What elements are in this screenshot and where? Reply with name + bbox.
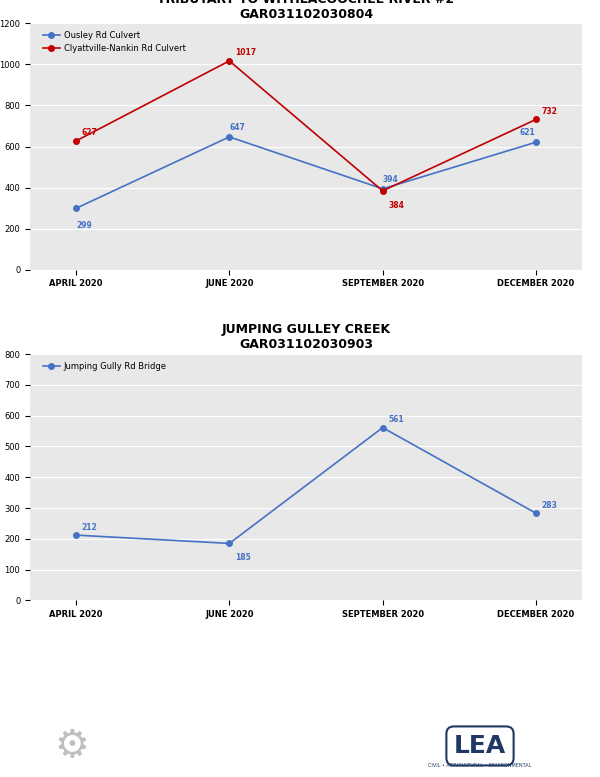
Legend: Ousley Rd Culvert, Clyattville-Nankin Rd Culvert: Ousley Rd Culvert, Clyattville-Nankin Rd…: [40, 27, 189, 56]
Clyattville-Nankin Rd Culvert: [532, 115, 539, 124]
Text: 1017: 1017: [235, 48, 256, 57]
Text: 299: 299: [76, 221, 92, 230]
Text: CIVIL • AGRICULTURAL • ENVIRONMENTAL: CIVIL • AGRICULTURAL • ENVIRONMENTAL: [428, 763, 532, 768]
Text: ⚙: ⚙: [55, 727, 89, 765]
Text: 212: 212: [82, 523, 97, 531]
Text: 283: 283: [542, 500, 557, 510]
Ousley Rd Culvert: [379, 184, 386, 193]
Legend: Jumping Gully Rd Bridge: Jumping Gully Rd Bridge: [40, 358, 170, 374]
Title: TRIBUTARY TO WITHLACOOCHEE RIVER #2
GAR031102030804: TRIBUTARY TO WITHLACOOCHEE RIVER #2 GAR0…: [157, 0, 455, 21]
Jumping Gully Rd Bridge: [532, 509, 539, 518]
Text: 384: 384: [388, 200, 404, 210]
Title: JUMPING GULLEY CREEK
GAR031102030903: JUMPING GULLEY CREEK GAR031102030903: [221, 323, 391, 351]
Line: Ousley Rd Culvert: Ousley Rd Culvert: [73, 134, 539, 211]
Clyattville-Nankin Rd Culvert: [379, 186, 386, 196]
Text: 647: 647: [229, 123, 245, 132]
Jumping Gully Rd Bridge: [226, 538, 233, 548]
Line: Clyattville-Nankin Rd Culvert: Clyattville-Nankin Rd Culvert: [73, 58, 539, 193]
Text: 561: 561: [388, 415, 404, 424]
Line: Jumping Gully Rd Bridge: Jumping Gully Rd Bridge: [73, 425, 539, 546]
Text: 394: 394: [383, 175, 398, 184]
Ousley Rd Culvert: [226, 132, 233, 141]
Text: 185: 185: [235, 553, 251, 562]
Ousley Rd Culvert: [532, 138, 539, 147]
Text: LEA: LEA: [454, 734, 506, 758]
Clyattville-Nankin Rd Culvert: [73, 136, 80, 145]
Jumping Gully Rd Bridge: [73, 531, 80, 540]
Clyattville-Nankin Rd Culvert: [226, 56, 233, 65]
Text: 732: 732: [542, 107, 557, 116]
Text: 621: 621: [520, 128, 535, 138]
Text: 627: 627: [82, 128, 97, 138]
Jumping Gully Rd Bridge: [379, 423, 386, 432]
Ousley Rd Culvert: [73, 204, 80, 213]
